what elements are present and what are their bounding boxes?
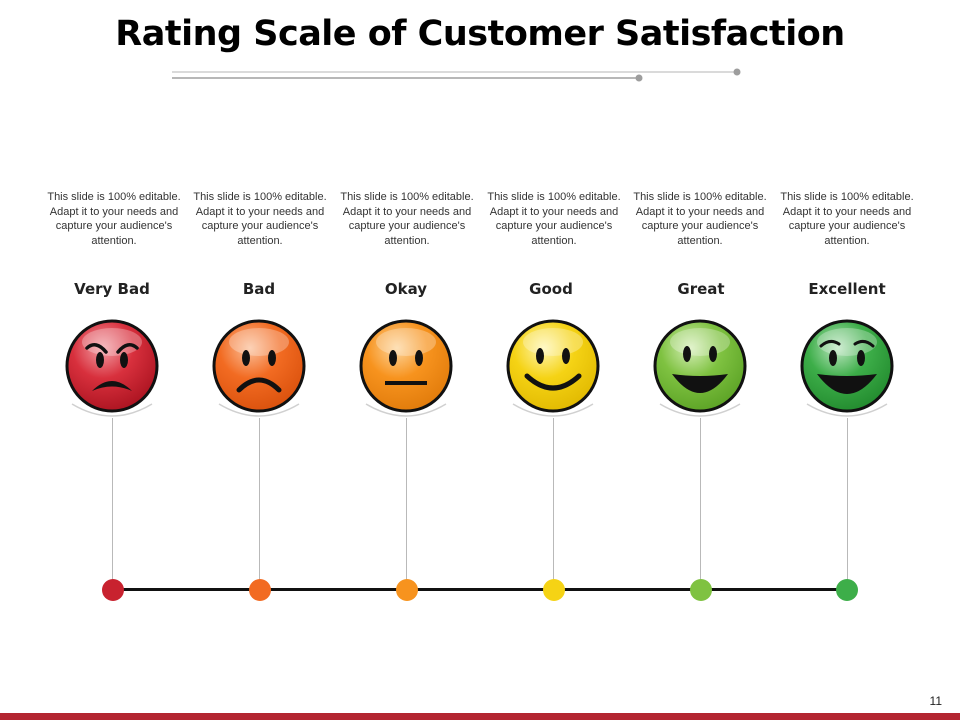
rating-label-excellent: Excellent xyxy=(808,280,886,298)
rating-description-bad: This slide is 100% editable. Adapt it to… xyxy=(193,191,327,247)
rating-label-very-bad: Very Bad xyxy=(74,280,150,298)
connector-line xyxy=(112,418,113,590)
very-angry-face-icon xyxy=(65,319,159,417)
grinning-face-icon xyxy=(653,319,747,417)
rating-scale-axis xyxy=(112,588,848,591)
smiling-face-icon xyxy=(506,319,600,417)
connector-line xyxy=(259,418,260,590)
footer-bar xyxy=(0,713,960,720)
rating-description-excellent: This slide is 100% editable. Adapt it to… xyxy=(780,191,914,247)
connector-line xyxy=(553,418,554,590)
rating-description-okay: This slide is 100% editable. Adapt it to… xyxy=(340,191,474,247)
connector-line xyxy=(700,418,701,590)
scale-marker-very-bad xyxy=(102,579,124,601)
connector-line xyxy=(406,418,407,590)
scale-marker-bad xyxy=(249,579,271,601)
rating-description-good: This slide is 100% editable. Adapt it to… xyxy=(487,191,621,247)
slide-title: Rating Scale of Customer Satisfaction xyxy=(115,14,845,54)
sad-face-icon xyxy=(212,319,306,417)
scale-marker-okay xyxy=(396,579,418,601)
rating-label-good: Good xyxy=(529,280,573,298)
scale-marker-good xyxy=(543,579,565,601)
page-number: 11 xyxy=(929,694,942,708)
laughing-face-icon xyxy=(800,319,894,417)
connector-line xyxy=(847,418,848,590)
rating-description-great: This slide is 100% editable. Adapt it to… xyxy=(633,191,767,247)
scale-marker-great xyxy=(690,579,712,601)
rating-label-bad: Bad xyxy=(242,280,276,298)
scale-marker-excellent xyxy=(836,579,858,601)
rating-label-okay: Okay xyxy=(384,280,428,298)
title-divider xyxy=(172,68,741,82)
neutral-face-icon xyxy=(359,319,453,417)
rating-description-very-bad: This slide is 100% editable. Adapt it to… xyxy=(47,191,181,247)
rating-label-great: Great xyxy=(677,280,725,298)
